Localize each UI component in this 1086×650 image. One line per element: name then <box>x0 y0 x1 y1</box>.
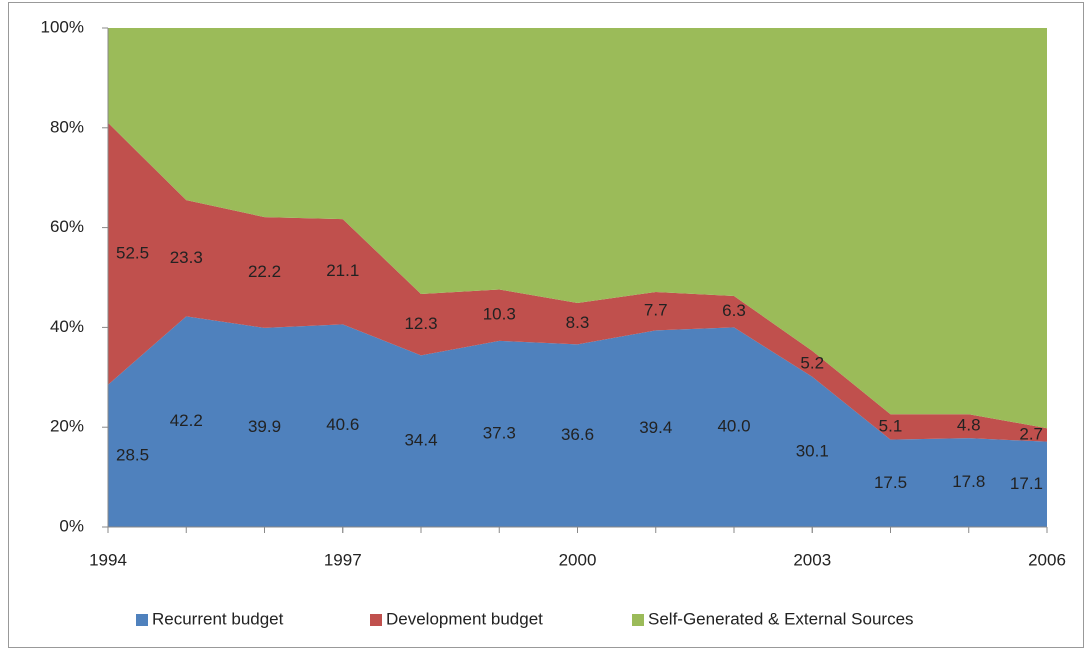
data-label: 28.5 <box>116 445 149 464</box>
data-label: 8.3 <box>566 313 590 332</box>
x-tick-label: 2003 <box>793 550 831 569</box>
y-tick-label: 40% <box>50 317 84 336</box>
data-label: 39.4 <box>639 418 672 437</box>
data-label: 4.8 <box>957 416 981 435</box>
data-label: 10.3 <box>483 305 516 324</box>
chart-border <box>8 2 1084 648</box>
y-tick-label: 0% <box>59 516 84 535</box>
area <box>108 316 1047 527</box>
legend-swatch <box>632 614 644 626</box>
x-tick-label: 1994 <box>89 550 127 569</box>
data-label: 2.7 <box>1019 424 1043 443</box>
area <box>108 28 1047 429</box>
y-tick-label: 60% <box>50 217 84 236</box>
data-label: 52.5 <box>116 243 149 262</box>
data-label: 5.2 <box>800 353 824 372</box>
data-label: 17.8 <box>952 472 985 491</box>
data-label: 39.9 <box>248 417 281 436</box>
data-label: 5.1 <box>879 416 903 435</box>
legend-label: Self-Generated & External Sources <box>648 609 914 628</box>
data-label: 23.3 <box>170 248 203 267</box>
data-label: 34.4 <box>404 431 437 450</box>
x-tick-label: 2006 <box>1028 550 1066 569</box>
data-label: 37.3 <box>483 423 516 442</box>
data-label: 21.1 <box>326 261 359 280</box>
x-tick-label: 1997 <box>324 550 362 569</box>
area <box>108 122 1047 442</box>
legend-label: Development budget <box>386 609 543 628</box>
data-label: 7.7 <box>644 301 668 320</box>
data-label: 40.6 <box>326 415 359 434</box>
y-tick-label: 20% <box>50 417 84 436</box>
data-label: 40.0 <box>717 417 750 436</box>
y-tick-label: 100% <box>41 17 84 36</box>
legend-label: Recurrent budget <box>152 609 284 628</box>
y-tick-label: 80% <box>50 117 84 136</box>
data-label: 30.1 <box>796 441 829 460</box>
data-label: 6.3 <box>722 301 746 320</box>
data-label: 36.6 <box>561 425 594 444</box>
data-label: 22.2 <box>248 262 281 281</box>
data-label: 17.5 <box>874 473 907 492</box>
data-label: 17.1 <box>1010 474 1043 493</box>
x-tick-label: 2000 <box>559 550 597 569</box>
data-label: 42.2 <box>170 411 203 430</box>
data-label: 12.3 <box>404 314 437 333</box>
legend-swatch <box>136 614 148 626</box>
legend-swatch <box>370 614 382 626</box>
